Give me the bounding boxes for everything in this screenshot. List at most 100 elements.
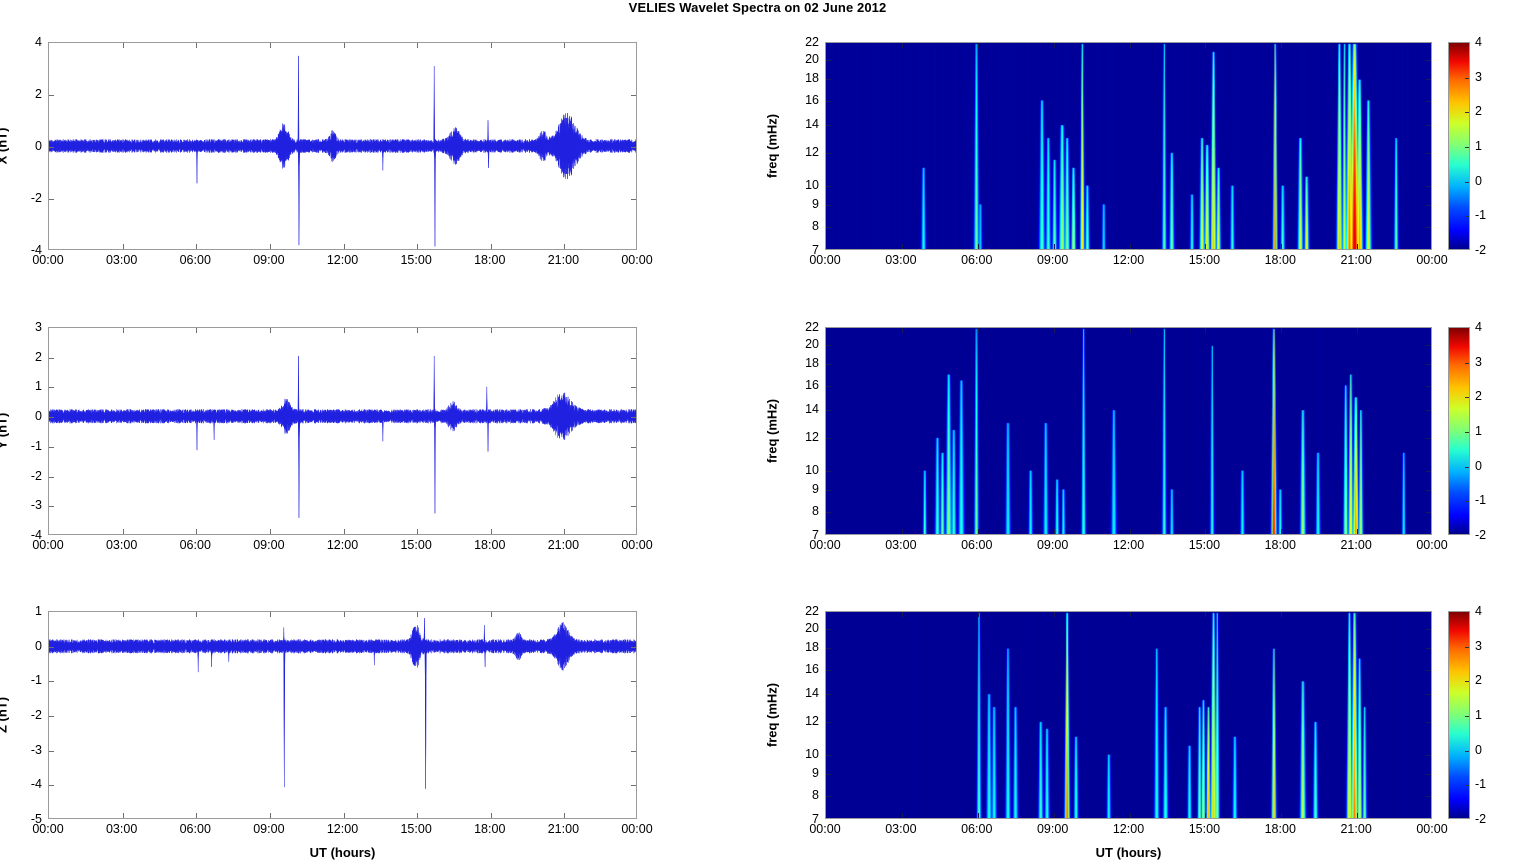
x-tick-top [417,612,419,617]
y-tick-label: -2 [30,468,42,483]
x-tick-label: 06:00 [179,822,211,836]
x-tick [1053,529,1055,534]
y-tick-right [631,417,636,419]
x-tick-top [1357,43,1359,48]
x-tick-label: 00:00 [809,538,841,552]
freq-tick-label: 12 [805,714,819,729]
x-tick-top [1281,43,1283,48]
colorbar-tick-label: 1 [1475,424,1482,438]
x-tick [490,813,492,818]
x-axis-label-right: UT (hours) [1095,845,1162,860]
x-tick [977,813,979,818]
timeseries-trace-y [49,355,636,518]
colorbar-tick-label: -2 [1475,243,1487,257]
freq-tick-label: 22 [805,35,819,49]
freq-tick-label: 18 [805,71,819,86]
spectrogram-image-y [826,328,1431,534]
freq-axis-label-x: freq (mHz) [764,113,780,179]
x-tick-top [564,612,566,617]
y-tick [826,186,831,188]
freq-tick-label: 14 [805,402,819,417]
timeseries-axes-y [48,327,637,535]
x-tick-label: 15:00 [1188,253,1221,267]
x-tick [417,529,419,534]
y-tick [826,60,831,62]
x-tick [1357,813,1359,818]
y-tick-label: -5 [30,812,42,826]
y-tick-right [1426,795,1431,797]
y-tick-label: 2 [35,349,42,364]
colorbar-tick [1465,77,1469,79]
colorbar-tick-label: -2 [1475,528,1487,542]
y-tick-label: -2 [30,191,42,205]
colorbar-tick [1465,362,1469,364]
colorbar-tick [1465,112,1469,114]
x-tick-label: 00:00 [1416,538,1448,552]
freq-axis-label-z: freq (mHz) [764,682,780,748]
x-tick [196,244,198,249]
y-tick-label: 1 [35,379,42,394]
freq-tick-label: 10 [805,178,819,193]
x-tick [977,529,979,534]
x-tick-top [1053,328,1055,333]
x-tick [269,244,271,249]
x-tick-label: 06:00 [179,538,211,552]
y-tick-right [1426,648,1431,650]
y-tick-label: 0 [35,139,42,153]
x-tick-top [1053,612,1055,617]
x-tick [1129,813,1131,818]
spectrogram-image-z [826,612,1431,818]
y-tick-right [1426,669,1431,671]
x-tick [417,244,419,249]
freq-tick-label: 16 [805,661,819,676]
colorbar-tick-label: 3 [1475,354,1482,369]
x-tick-top [1129,328,1131,333]
x-tick-top [417,43,419,48]
y-tick [49,785,54,787]
freq-tick-label: 9 [812,197,819,212]
x-tick-label: 15:00 [400,822,432,836]
colorbar-tick-label: 1 [1475,708,1482,722]
colorbar-tick-label: 0 [1475,458,1482,473]
colorbar-tick-label: 3 [1475,638,1482,653]
y-tick [826,722,831,724]
x-tick-label: 03:00 [105,538,138,552]
x-tick [1281,244,1283,249]
x-tick-label: 12:00 [326,538,359,552]
x-tick-top [901,328,903,333]
y-tick-right [631,387,636,389]
x-tick [901,244,903,249]
x-tick-top [1357,328,1359,333]
freq-tick-label: 16 [805,92,819,107]
y-tick-right [631,681,636,683]
y-tick-label: -1 [30,438,42,453]
freq-tick-label: 8 [812,503,819,518]
y-tick [826,471,831,473]
y-tick [826,345,831,347]
x-tick-label: 18:00 [474,253,506,267]
y-tick [826,511,831,513]
x-tick-label: 18:00 [1264,822,1296,836]
x-tick-top [1053,43,1055,48]
y-tick-right [631,147,636,148]
x-tick [343,813,345,818]
y-tick [826,79,831,81]
x-tick-top [269,43,271,48]
freq-tick-label: 12 [805,430,819,445]
y-tick-right [1426,226,1431,228]
x-tick [343,529,345,534]
x-tick [196,813,198,818]
figure-title: VELIES Wavelet Spectra on 02 June 2012 [628,0,887,15]
x-tick-top [977,612,979,617]
y-tick [49,95,54,96]
y-tick [49,506,54,508]
freq-tick-label: 8 [812,218,819,233]
x-tick [564,813,566,818]
y-tick-right [1426,60,1431,62]
freq-tick-label: 14 [805,117,819,132]
x-tick [1357,529,1359,534]
x-tick [1053,244,1055,249]
x-tick [490,244,492,249]
x-tick-top [269,328,271,333]
